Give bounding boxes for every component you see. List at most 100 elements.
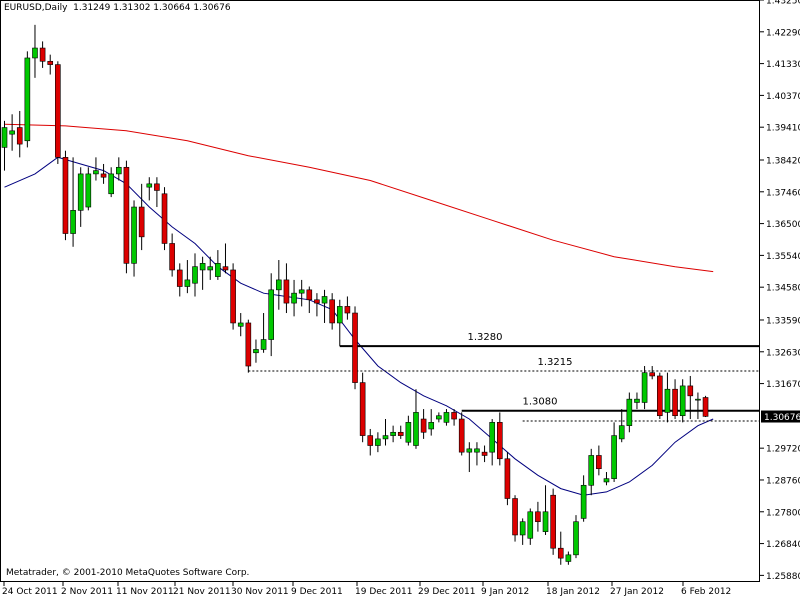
- candle-body: [138, 206, 145, 238]
- candle-body: [169, 243, 175, 271]
- chart-symbol: EURUSD,Daily: [4, 3, 68, 13]
- x-tick-label: 11 Nov 2011: [116, 587, 174, 597]
- candle-body: [428, 422, 435, 430]
- candle-body: [611, 435, 617, 479]
- y-tick-label: 1.32630: [766, 348, 800, 358]
- y-tick-label: 1.43250: [766, 0, 800, 7]
- level-label: 1.3280: [468, 332, 503, 343]
- x-tick-label: 30 Nov 2011: [231, 587, 289, 597]
- candle-body: [24, 57, 31, 142]
- candle-body: [474, 448, 480, 453]
- y-tick-label: 1.25880: [766, 572, 800, 582]
- candle-body: [550, 494, 556, 549]
- y-tick-label: 1.26840: [766, 540, 800, 550]
- candle-body: [443, 412, 450, 423]
- candle-body: [306, 289, 313, 301]
- candle-body: [451, 412, 457, 420]
- y-tick-label: 1.39410: [766, 124, 800, 134]
- candle-body: [405, 422, 412, 443]
- candle-body: [695, 398, 701, 401]
- x-tick-label: 9 Dec 2011: [291, 587, 343, 597]
- candle-body: [687, 385, 694, 397]
- level-label: 1.3215: [538, 357, 573, 368]
- y-tick-label: 1.28760: [766, 476, 800, 486]
- candle-body: [535, 511, 541, 523]
- candle-body: [154, 183, 160, 191]
- candle-body: [603, 478, 610, 483]
- candle-body: [39, 47, 46, 62]
- candle-body: [268, 289, 275, 340]
- candle-body: [489, 422, 495, 453]
- candle-body: [123, 166, 130, 264]
- candle-body: [314, 299, 320, 304]
- candle-body: [215, 263, 221, 277]
- copyright-text: Metatrader, © 2001-2010 MetaQuotes Softw…: [6, 568, 250, 578]
- sma-slow-line: [4, 123, 714, 273]
- y-tick-label: 1.38420: [766, 156, 800, 166]
- candle-body: [580, 484, 587, 519]
- x-tick-label: 2 Nov 2011: [61, 587, 113, 597]
- candle-body: [375, 438, 381, 446]
- candle-body: [504, 458, 511, 499]
- y-tick-label: 1.42290: [766, 28, 800, 38]
- candle-body: [131, 206, 137, 264]
- y-tick-label: 1.35540: [766, 252, 800, 262]
- candle-body: [390, 431, 396, 436]
- candle-body: [588, 455, 595, 486]
- candle-body: [184, 279, 191, 287]
- candle-body: [382, 435, 389, 440]
- candle-body: [85, 173, 92, 208]
- candle-body: [519, 521, 526, 536]
- candle-body: [618, 425, 625, 440]
- candle-body: [32, 47, 38, 59]
- y-tick-label: 1.40370: [766, 92, 800, 102]
- y-tick-label: 1.27800: [766, 508, 800, 518]
- candle-body: [344, 306, 351, 314]
- y-tick-label: 1.41330: [766, 60, 800, 70]
- candle-body: [55, 64, 61, 158]
- candle-body: [47, 60, 54, 65]
- candle-body: [291, 292, 297, 304]
- candle-body: [298, 289, 305, 294]
- candle-body: [481, 451, 488, 456]
- x-tick-label: 6 Feb 2012: [681, 587, 731, 597]
- candle-body: [542, 511, 549, 532]
- y-tick-label: 1.37460: [766, 188, 800, 198]
- candle-body: [397, 431, 404, 436]
- candle-body: [336, 306, 343, 324]
- x-tick-label: 27 Jan 2012: [610, 587, 664, 597]
- candle-body: [512, 498, 518, 536]
- plot-frame: [0, 0, 760, 582]
- candle-body: [207, 266, 214, 271]
- candle-body: [253, 349, 259, 354]
- candle-body: [649, 372, 656, 377]
- candle-body: [176, 269, 183, 287]
- candle-body: [321, 296, 328, 304]
- current-price-box: [761, 410, 800, 423]
- sma-fast-line: [4, 156, 714, 496]
- x-tick-label: 19 Dec 2011: [355, 587, 413, 597]
- y-tick-label: 1.29720: [766, 445, 800, 455]
- candle-body: [634, 398, 640, 403]
- candle-body: [436, 415, 442, 420]
- candle-body: [222, 266, 229, 271]
- candle-body: [466, 448, 473, 453]
- candle-body: [77, 173, 84, 211]
- candle-body: [230, 269, 236, 324]
- candle-body: [16, 127, 23, 145]
- candle-body: [527, 511, 534, 539]
- candle-body: [359, 382, 366, 436]
- candle-body: [641, 372, 648, 403]
- candle-body: [100, 173, 107, 178]
- candle-body: [192, 266, 198, 284]
- candle-body: [70, 210, 76, 234]
- candle-body: [146, 183, 153, 188]
- candle-body: [352, 312, 358, 383]
- candle-body: [413, 412, 419, 446]
- level-label: 1.3080: [523, 397, 558, 408]
- candle-body: [458, 418, 465, 453]
- candle-body: [108, 173, 114, 195]
- candle-body: [9, 130, 15, 135]
- x-tick-label: 29 Dec 2011: [418, 587, 476, 597]
